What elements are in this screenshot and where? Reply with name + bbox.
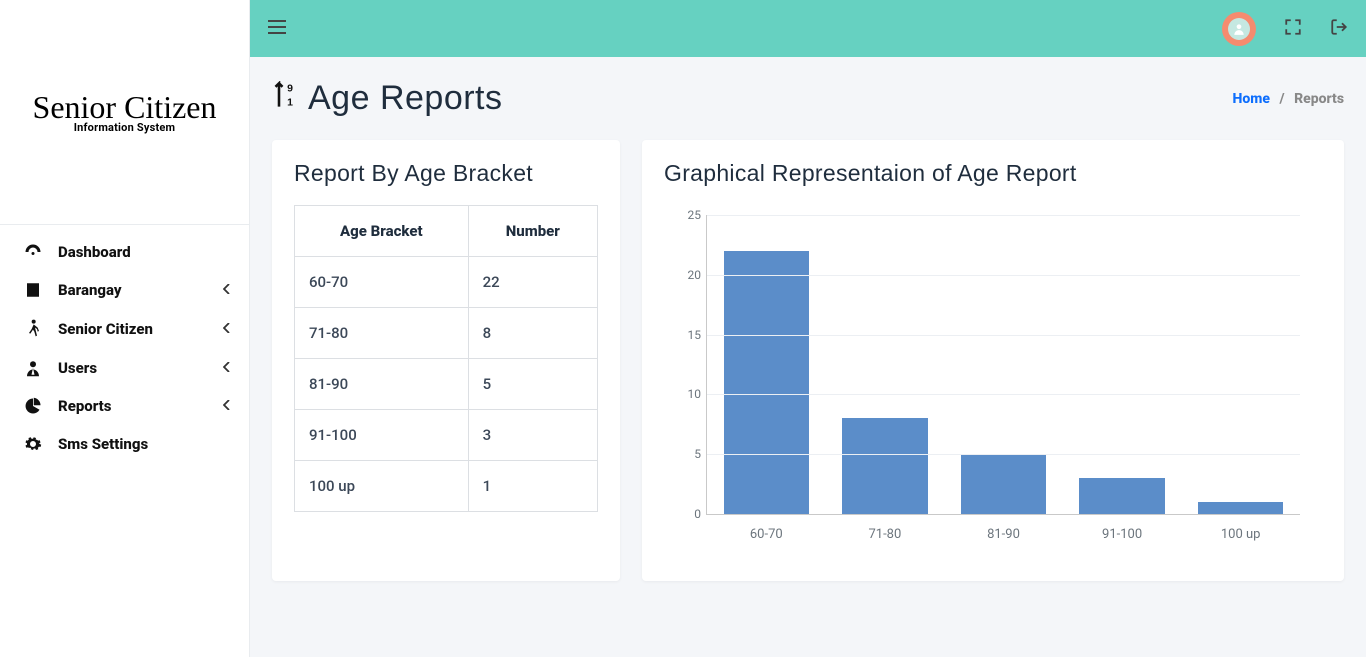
walking-icon bbox=[20, 319, 46, 339]
table-cell: 22 bbox=[468, 257, 597, 308]
table-cell: 5 bbox=[468, 359, 597, 410]
sidebar-item-reports[interactable]: Reports bbox=[0, 387, 249, 425]
table-cell: 71-80 bbox=[295, 308, 469, 359]
sidebar: Senior Citizen Information System Dashbo… bbox=[0, 0, 250, 657]
sidebar-item-label: Senior Citizen bbox=[58, 320, 153, 338]
brand: Senior Citizen Information System bbox=[0, 0, 249, 225]
chart-bar bbox=[1079, 478, 1164, 514]
breadcrumb: Home / Reports bbox=[1233, 91, 1344, 107]
sidebar-item-label: Barangay bbox=[58, 281, 122, 299]
chart-gridline bbox=[707, 454, 1300, 455]
content: Report By Age Bracket Age BracketNumber … bbox=[250, 128, 1366, 593]
sidebar-item-dashboard[interactable]: Dashboard bbox=[0, 233, 249, 271]
table-cell: 1 bbox=[468, 461, 597, 512]
table-cell: 100 up bbox=[295, 461, 469, 512]
table-cell: 91-100 bbox=[295, 410, 469, 461]
avatar[interactable] bbox=[1222, 12, 1256, 46]
chart-bar bbox=[1198, 502, 1283, 514]
chart-xtick-label: 60-70 bbox=[707, 527, 826, 542]
table-row: 91-1003 bbox=[295, 410, 598, 461]
chart-ytick-label: 15 bbox=[675, 328, 701, 342]
table-row: 81-905 bbox=[295, 359, 598, 410]
building-icon bbox=[20, 281, 46, 299]
fullscreen-icon[interactable] bbox=[1284, 18, 1302, 40]
sidebar-item-label: Users bbox=[58, 359, 97, 377]
table-cell: 60-70 bbox=[295, 257, 469, 308]
chart-bar bbox=[724, 251, 809, 514]
dashboard-icon bbox=[20, 243, 46, 261]
chart-bars: 60-7071-8081-9091-100100 up bbox=[707, 215, 1300, 514]
table-body: 60-702271-80881-90591-1003100 up1 bbox=[295, 257, 598, 512]
svg-text:9: 9 bbox=[287, 83, 293, 95]
chart-ytick-label: 5 bbox=[675, 447, 701, 461]
chart-gridline bbox=[707, 275, 1300, 276]
table-row: 60-7022 bbox=[295, 257, 598, 308]
chart-plot: 60-7071-8081-9091-100100 up 0510152025 bbox=[706, 215, 1300, 515]
table-column-header: Age Bracket bbox=[295, 206, 469, 257]
chart-bar-slot: 100 up bbox=[1181, 215, 1300, 514]
chart-card: Graphical Representaion of Age Report 60… bbox=[642, 140, 1344, 581]
sidebar-item-senior-citizen[interactable]: Senior Citizen bbox=[0, 309, 249, 349]
chart-ytick-label: 25 bbox=[675, 208, 701, 222]
chart-xtick-label: 71-80 bbox=[826, 527, 945, 542]
chart-gridline bbox=[707, 335, 1300, 336]
chart-ytick-label: 0 bbox=[675, 507, 701, 521]
sidebar-nav: Dashboard Barangay Senior Citizen Users Repo… bbox=[0, 225, 249, 471]
table-cell: 81-90 bbox=[295, 359, 469, 410]
svg-text:1: 1 bbox=[287, 97, 293, 109]
logout-icon[interactable] bbox=[1330, 18, 1348, 40]
chevron-left-icon bbox=[223, 361, 231, 375]
sidebar-item-users[interactable]: Users bbox=[0, 349, 249, 387]
breadcrumb-home[interactable]: Home bbox=[1233, 91, 1270, 107]
age-bar-chart: 60-7071-8081-9091-100100 up 0510152025 bbox=[670, 205, 1310, 555]
sidebar-item-label: Reports bbox=[58, 397, 112, 415]
chevron-left-icon bbox=[223, 322, 231, 336]
table-card-title: Report By Age Bracket bbox=[294, 160, 598, 187]
chart-bar-slot: 71-80 bbox=[826, 215, 945, 514]
pie-chart-icon bbox=[20, 397, 46, 415]
chart-xtick-label: 81-90 bbox=[944, 527, 1063, 542]
breadcrumb-current: Reports bbox=[1294, 91, 1344, 107]
sidebar-item-sms-settings[interactable]: Sms Settings bbox=[0, 425, 249, 463]
table-header-row: Age BracketNumber bbox=[295, 206, 598, 257]
user-tie-icon bbox=[20, 359, 46, 377]
chart-xtick-label: 91-100 bbox=[1063, 527, 1182, 542]
chart-bar bbox=[961, 454, 1046, 514]
chevron-left-icon bbox=[223, 283, 231, 297]
content-header: 91 Age Reports Home / Reports bbox=[250, 57, 1366, 128]
chart-bar-slot: 60-70 bbox=[707, 215, 826, 514]
chart-bar bbox=[842, 418, 927, 514]
brand-subtitle: Information System bbox=[74, 121, 175, 134]
brand-title: Senior Citizen bbox=[33, 91, 217, 123]
page-title: 91 Age Reports bbox=[272, 79, 503, 118]
table-column-header: Number bbox=[468, 206, 597, 257]
chart-ytick-label: 10 bbox=[675, 387, 701, 401]
chart-gridline bbox=[707, 215, 1300, 216]
sort-numeric-icon: 91 bbox=[272, 79, 300, 118]
gear-icon bbox=[20, 435, 46, 453]
chart-bar-slot: 81-90 bbox=[944, 215, 1063, 514]
chevron-left-icon bbox=[223, 399, 231, 413]
table-cell: 8 bbox=[468, 308, 597, 359]
sidebar-item-barangay[interactable]: Barangay bbox=[0, 271, 249, 309]
topbar-right bbox=[1222, 12, 1348, 46]
chart-card-title: Graphical Representaion of Age Report bbox=[664, 160, 1322, 187]
menu-toggle-icon[interactable] bbox=[268, 18, 286, 39]
chart-gridline bbox=[707, 394, 1300, 395]
age-bracket-table: Age BracketNumber 60-702271-80881-90591-… bbox=[294, 205, 598, 512]
table-card: Report By Age Bracket Age BracketNumber … bbox=[272, 140, 620, 581]
chart-ytick-label: 20 bbox=[675, 268, 701, 282]
sidebar-item-label: Dashboard bbox=[58, 243, 131, 261]
sidebar-item-label: Sms Settings bbox=[58, 435, 148, 453]
topbar bbox=[250, 0, 1366, 57]
table-cell: 3 bbox=[468, 410, 597, 461]
chart-xtick-label: 100 up bbox=[1181, 527, 1300, 542]
chart-bar-slot: 91-100 bbox=[1063, 215, 1182, 514]
main: 91 Age Reports Home / Reports Report By … bbox=[250, 0, 1366, 657]
table-row: 71-808 bbox=[295, 308, 598, 359]
table-row: 100 up1 bbox=[295, 461, 598, 512]
